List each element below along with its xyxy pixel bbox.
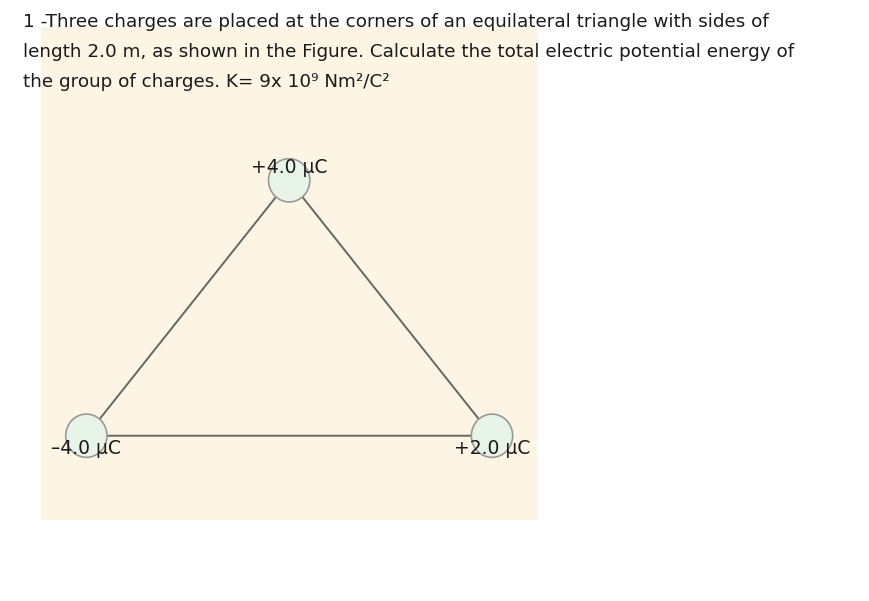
Ellipse shape [269,159,310,202]
Ellipse shape [471,414,513,457]
Ellipse shape [66,414,107,457]
FancyBboxPatch shape [42,27,537,520]
Text: +4.0 μC: +4.0 μC [251,158,328,177]
Text: –4.0 μC: –4.0 μC [51,439,122,458]
Text: +2.0 μC: +2.0 μC [454,439,530,458]
Text: length 2.0 m, as shown in the Figure. Calculate the total electric potential ene: length 2.0 m, as shown in the Figure. Ca… [23,43,793,61]
Text: 1 -Three charges are placed at the corners of an equilateral triangle with sides: 1 -Three charges are placed at the corne… [23,13,768,31]
Text: the group of charges. K= 9x 10⁹ Nm²/C²: the group of charges. K= 9x 10⁹ Nm²/C² [23,73,389,91]
